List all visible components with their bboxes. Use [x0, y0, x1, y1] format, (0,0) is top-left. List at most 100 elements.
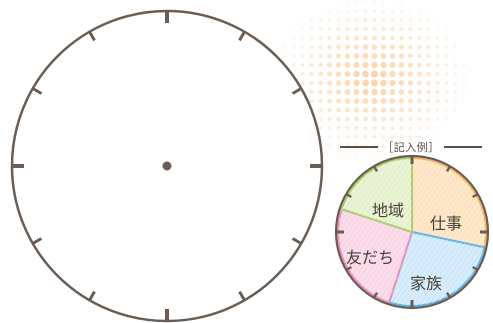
- pie-segment-work-hatching: [412, 158, 487, 248]
- halftone-dot: [381, 125, 386, 131]
- halftone-dot: [453, 81, 458, 85]
- halftone-dot: [444, 54, 449, 58]
- halftone-dot: [472, 45, 475, 49]
- halftone-dot: [292, 10, 295, 12]
- halftone-dot: [336, 18, 341, 22]
- halftone-dot: [336, 116, 341, 122]
- halftone-dot: [444, 90, 449, 94]
- halftone-dot: [481, 55, 484, 57]
- segment-label-family: 家族: [410, 274, 443, 293]
- halftone-dot: [481, 82, 484, 84]
- halftone-dot: [398, 62, 405, 68]
- halftone-dot: [283, 54, 286, 58]
- example-hour-tick: [372, 292, 379, 299]
- halftone-dot: [409, 9, 412, 13]
- halftone-dot: [354, 9, 359, 13]
- halftone-dot: [326, 62, 333, 68]
- halftone-dot: [373, 0, 376, 4]
- halftone-dot: [435, 126, 440, 130]
- halftone-dot: [407, 71, 414, 77]
- halftone-dot: [354, 116, 359, 122]
- halftone-dot: [319, 0, 322, 4]
- halftone-dot: [336, 126, 341, 130]
- halftone-dot: [362, 70, 369, 78]
- halftone-dot: [309, 53, 314, 59]
- halftone-dot: [301, 9, 304, 13]
- halftone-dot: [318, 62, 323, 68]
- main-hour-tick: [88, 290, 96, 301]
- halftone-dot: [344, 70, 351, 78]
- halftone-dot: [292, 27, 295, 31]
- halftone-dot: [472, 108, 475, 112]
- halftone-dot: [453, 63, 458, 67]
- halftone-dot: [463, 81, 466, 85]
- halftone-dot: [353, 44, 360, 50]
- halftone-dot: [408, 107, 413, 113]
- halftone-dot: [472, 63, 475, 67]
- halftone-dot: [291, 63, 296, 67]
- halftone-dot: [399, 144, 404, 148]
- halftone-dot: [371, 70, 378, 78]
- halftone-dot: [300, 36, 305, 40]
- halftone-dot: [364, 153, 367, 157]
- example-hour-tick: [345, 192, 352, 199]
- halftone-dot: [390, 116, 395, 122]
- halftone-dot: [399, 9, 404, 13]
- halftone-dot: [382, 0, 385, 4]
- halftone-dot: [371, 61, 378, 69]
- halftone-dot: [318, 27, 323, 31]
- halftone-dot: [389, 53, 396, 59]
- halftone-dot: [345, 9, 350, 13]
- halftone-dot: [426, 108, 431, 112]
- halftone-dot: [381, 116, 386, 122]
- halftone-dot: [345, 125, 350, 131]
- halftone-dot: [337, 153, 340, 157]
- halftone-dot: [381, 135, 386, 139]
- halftone-dot: [380, 107, 387, 113]
- halftone-dot: [399, 116, 404, 122]
- halftone-dot: [292, 36, 295, 40]
- halftone-dot: [371, 53, 378, 59]
- halftone-dot: [426, 62, 431, 68]
- halftone-dot: [426, 44, 431, 50]
- halftone-dot: [344, 107, 351, 113]
- halftone-dot: [417, 89, 422, 95]
- halftone-dot: [344, 98, 351, 104]
- halftone-dot: [310, 9, 313, 13]
- halftone-dot: [390, 125, 395, 131]
- halftone-dot: [327, 44, 332, 50]
- halftone-dot: [362, 53, 369, 59]
- halftone-dot: [435, 80, 440, 86]
- halftone-dot: [445, 18, 448, 22]
- halftone-dot: [355, 0, 358, 4]
- halftone-dot: [346, 162, 349, 166]
- halftone-dot: [283, 27, 286, 31]
- pie-segment-friends-hatching: [338, 209, 412, 303]
- halftone-dot: [309, 71, 314, 77]
- halftone-dot: [435, 45, 440, 49]
- halftone-dot: [445, 117, 448, 121]
- halftone-dot: [328, 144, 331, 148]
- example-hour-tick: [372, 165, 379, 172]
- halftone-dot: [371, 98, 378, 104]
- halftone-dot: [427, 153, 430, 157]
- halftone-dot: [382, 153, 385, 157]
- halftone-dot: [335, 80, 342, 86]
- halftone-dot: [463, 45, 466, 49]
- halftone-dot: [408, 44, 413, 50]
- halftone-dot: [327, 126, 332, 130]
- halftone-dot: [327, 18, 332, 22]
- halftone-dot: [426, 126, 431, 130]
- halftone-dot: [310, 0, 313, 4]
- segment-label-community: 地域: [372, 201, 405, 220]
- halftone-dot: [326, 80, 333, 86]
- halftone-dot: [318, 71, 323, 77]
- main-hour-tick: [88, 31, 96, 42]
- halftone-dot: [436, 144, 439, 148]
- halftone-dot: [463, 54, 466, 58]
- halftone-dot: [453, 54, 458, 58]
- halftone-dot: [363, 116, 368, 122]
- halftone-dot: [372, 135, 377, 139]
- halftone-dot: [309, 98, 314, 104]
- halftone-dot: [426, 117, 431, 121]
